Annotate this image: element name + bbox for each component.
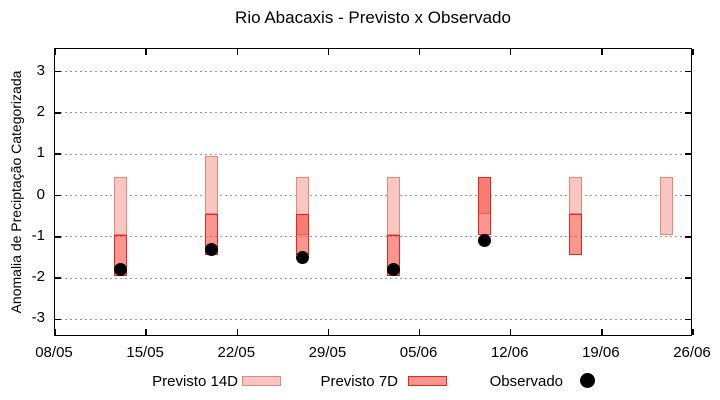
y-tick-mark bbox=[55, 236, 61, 238]
x-tick-label: 22/05 bbox=[217, 344, 256, 361]
y-tick-mark bbox=[55, 70, 61, 73]
y-tick-label: 2 bbox=[36, 102, 45, 120]
observado-dot bbox=[204, 242, 218, 256]
y-tick-mark bbox=[685, 153, 691, 155]
previsto-7d-bar bbox=[478, 176, 492, 235]
previsto-7d-bar bbox=[295, 214, 309, 256]
x-tick-mark bbox=[601, 329, 603, 335]
previsto-14d-bar bbox=[204, 156, 218, 215]
x-tick-mark bbox=[601, 49, 603, 55]
gridline bbox=[55, 71, 691, 73]
legend-swatch-previsto-7d-icon bbox=[408, 376, 447, 386]
x-tick-mark bbox=[54, 329, 56, 335]
gridline bbox=[55, 153, 691, 155]
x-tick-mark bbox=[418, 49, 421, 55]
y-tick-mark bbox=[55, 277, 61, 279]
y-tick-mark bbox=[55, 153, 61, 155]
y-tick-mark bbox=[55, 112, 61, 114]
y-tick-mark bbox=[55, 318, 61, 321]
gridline bbox=[55, 195, 691, 196]
legend-label-previsto-7d: Previsto 7D bbox=[320, 373, 398, 390]
x-tick-mark bbox=[54, 49, 56, 55]
legend-observado-dot-icon bbox=[580, 373, 595, 388]
x-tick-label: 08/05 bbox=[35, 344, 73, 361]
x-tick-mark bbox=[236, 329, 239, 335]
x-tick-label: 15/05 bbox=[126, 344, 164, 361]
x-tick-mark bbox=[509, 49, 512, 55]
y-tick-mark bbox=[685, 194, 691, 197]
x-tick-mark bbox=[692, 329, 694, 335]
previsto-14d-bar bbox=[113, 176, 127, 235]
plot-area bbox=[54, 48, 694, 336]
gridline bbox=[55, 112, 691, 114]
y-tick-mark bbox=[685, 277, 691, 279]
legend-label-previsto-14d: Previsto 14D bbox=[152, 373, 238, 390]
y-tick-mark bbox=[685, 318, 691, 321]
x-tick-mark bbox=[327, 329, 330, 335]
observado-dot bbox=[387, 263, 401, 277]
observado-dot bbox=[113, 263, 127, 277]
y-tick-label: -1 bbox=[31, 226, 45, 244]
y-tick-label: -3 bbox=[31, 309, 45, 327]
x-tick-label: 12/06 bbox=[490, 344, 529, 361]
y-tick-label: 0 bbox=[36, 185, 45, 203]
gridline bbox=[55, 318, 691, 320]
x-tick-label: 29/05 bbox=[308, 344, 347, 361]
x-tick-label: 19/06 bbox=[582, 344, 620, 361]
x-tick-mark bbox=[236, 49, 239, 55]
y-tick-label: 1 bbox=[36, 144, 45, 162]
y-tick-label: -2 bbox=[31, 268, 45, 286]
x-tick-label: 05/06 bbox=[399, 344, 438, 361]
previsto-14d-bar bbox=[569, 176, 583, 215]
y-tick-mark bbox=[685, 236, 691, 238]
y-tick-mark bbox=[685, 70, 691, 73]
x-tick-mark bbox=[327, 49, 330, 55]
x-tick-label: 26/06 bbox=[673, 344, 711, 361]
y-tick-mark bbox=[685, 112, 691, 114]
x-tick-mark bbox=[145, 49, 147, 55]
previsto-14d-bar bbox=[660, 176, 674, 235]
legend-label-observado: Observado bbox=[489, 373, 563, 390]
previsto-14d-bar bbox=[387, 176, 401, 235]
gridline bbox=[55, 277, 691, 279]
y-tick-mark bbox=[55, 194, 61, 197]
chart-title: Rio Abacaxis - Previsto x Observado bbox=[235, 8, 511, 27]
y-tick-label: 3 bbox=[36, 61, 45, 79]
x-tick-mark bbox=[418, 329, 421, 335]
x-tick-mark bbox=[509, 329, 512, 335]
observado-dot bbox=[295, 250, 309, 264]
legend-swatch-previsto-14d-icon bbox=[242, 376, 281, 386]
x-tick-mark bbox=[692, 49, 694, 55]
gridline bbox=[55, 236, 691, 238]
previsto-7d-bar bbox=[569, 214, 583, 256]
observado-dot bbox=[478, 234, 492, 248]
x-tick-mark bbox=[145, 329, 147, 335]
